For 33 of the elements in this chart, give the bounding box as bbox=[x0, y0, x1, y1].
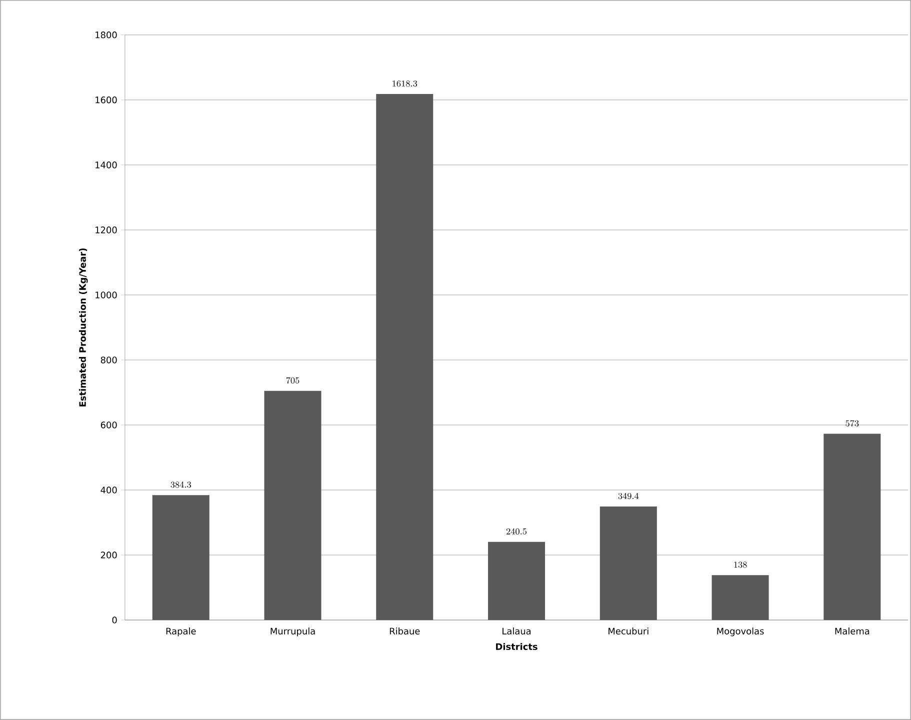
bar bbox=[152, 495, 210, 620]
bar bbox=[264, 390, 322, 620]
bar bbox=[488, 542, 546, 620]
data-label: 349.4 bbox=[618, 492, 639, 500]
x-tick-label: Rapale bbox=[166, 628, 196, 636]
x-tick-label: Ribaue bbox=[390, 628, 420, 635]
data-label: 138 bbox=[734, 562, 747, 568]
y-tick-label: 1800 bbox=[96, 32, 117, 38]
x-tick-label: Mecuburi bbox=[608, 628, 648, 635]
x-tick-label: Mogovolas bbox=[717, 628, 764, 636]
y-tick-label: 1200 bbox=[96, 226, 117, 234]
x-axis-title: Districts bbox=[496, 643, 538, 650]
y-tick-label: 800 bbox=[100, 356, 117, 364]
y-tick-label: 200 bbox=[100, 552, 117, 558]
y-tick-label: 1600 bbox=[96, 96, 117, 104]
y-tick-label: 0 bbox=[112, 616, 117, 624]
data-label: 1618.3 bbox=[392, 80, 418, 87]
y-tick-label: 1000 bbox=[96, 292, 117, 298]
y-tick-label: 600 bbox=[100, 422, 117, 428]
x-tick-label: Malema bbox=[835, 628, 870, 635]
data-label: 573 bbox=[846, 420, 859, 426]
y-tick-label: 400 bbox=[100, 486, 117, 494]
bar bbox=[376, 94, 434, 620]
x-tick-label: Lalaua bbox=[502, 628, 531, 635]
data-label: 384.3 bbox=[170, 482, 191, 488]
data-label: 240.5 bbox=[506, 528, 527, 535]
bar bbox=[712, 575, 769, 620]
y-axis-title: Estimated Production (Kg/Year) bbox=[78, 248, 88, 406]
bar bbox=[600, 506, 657, 620]
bar bbox=[824, 434, 881, 620]
x-tick-label: Murrupula bbox=[270, 628, 315, 636]
data-label: 705 bbox=[286, 377, 300, 384]
y-tick-label: 1400 bbox=[96, 162, 117, 168]
